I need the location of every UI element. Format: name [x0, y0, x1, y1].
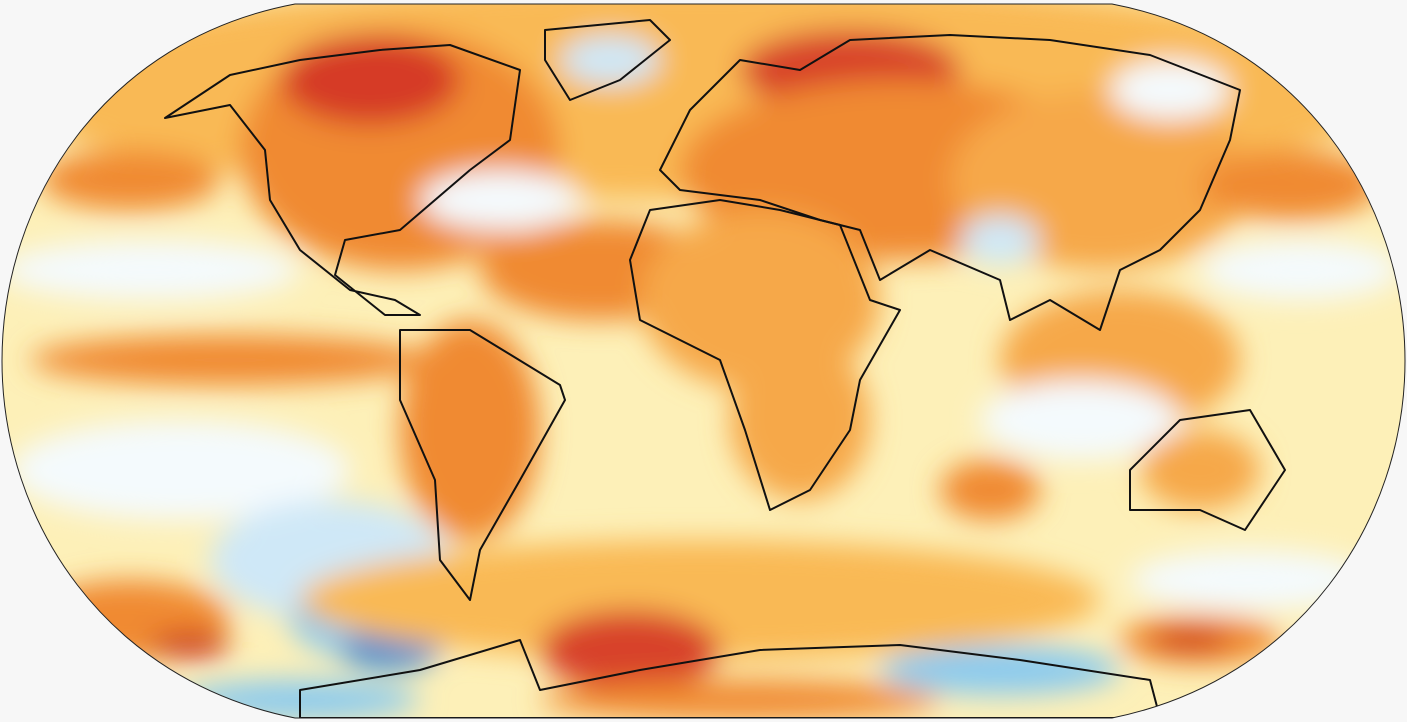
- africa: [629, 199, 901, 511]
- blob: [1200, 240, 1400, 300]
- eurasia: [659, 34, 1241, 331]
- blob: [150, 633, 230, 657]
- blob: [400, 320, 540, 540]
- blob: [940, 460, 1040, 520]
- blob: [30, 335, 430, 385]
- blob: [1110, 60, 1230, 120]
- blob: [540, 680, 940, 718]
- south-america: [399, 329, 566, 601]
- blob: [1200, 150, 1380, 220]
- blob: [960, 215, 1040, 265]
- blob: [300, 540, 1100, 660]
- globe-border: [1, 3, 1406, 719]
- australia: [1129, 409, 1286, 531]
- blob: [280, 35, 460, 125]
- blob: [880, 645, 1120, 695]
- blob: [1140, 430, 1260, 510]
- north-america: [164, 44, 521, 316]
- blob: [10, 420, 350, 520]
- blob: [2, 240, 300, 300]
- greenland: [544, 19, 671, 101]
- coastlines: [164, 19, 1286, 718]
- blob: [1150, 630, 1230, 650]
- blob: [980, 380, 1180, 460]
- blob: [40, 150, 220, 210]
- blob: [560, 35, 660, 85]
- blob: [1130, 550, 1370, 610]
- blob: [730, 340, 870, 500]
- blob: [540, 610, 720, 690]
- blob: [420, 170, 580, 230]
- antarctica: [299, 639, 1161, 718]
